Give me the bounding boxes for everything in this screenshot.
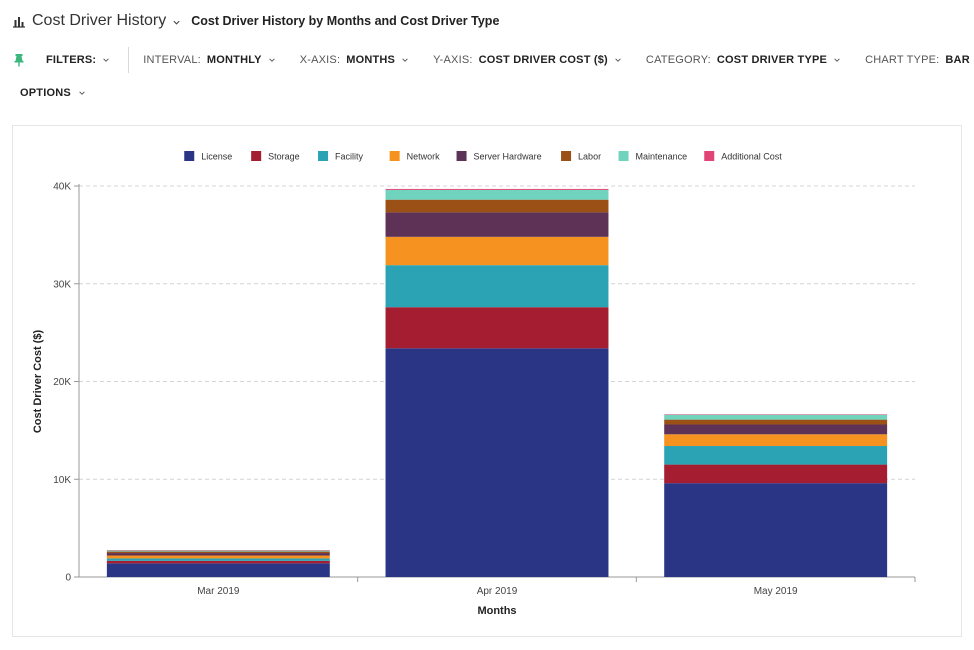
pin-icon[interactable] <box>12 53 26 67</box>
bar-facility-apr-2019[interactable]: Facility — Apr 2019: 4300 <box>385 265 609 308</box>
legend-swatch-license[interactable] <box>184 151 195 161</box>
bar-additional-cost-apr-2019[interactable]: Additional Cost — Apr 2019: 100 <box>385 188 609 190</box>
legend-label-maintenance[interactable]: Maintenance <box>636 152 688 162</box>
bar-license-apr-2019[interactable]: License — Apr 2019: 23400 <box>385 348 609 577</box>
x-tick-label: Mar 2019 <box>197 586 240 597</box>
bar-maintenance-mar-2019[interactable]: Maintenance — Mar 2019: 100 <box>106 550 330 552</box>
chart-type-dropdown[interactable]: CHART TYPE: BAR <box>865 54 974 66</box>
x-tick-label: Apr 2019 <box>477 586 518 597</box>
category-dropdown[interactable]: CATEGORY: COST DRIVER TYPE <box>646 54 841 66</box>
bar-license-may-2019[interactable]: License — May 2019: 9600 <box>664 483 888 577</box>
bar-license-mar-2019[interactable]: License — Mar 2019: 1400 <box>106 563 330 577</box>
y-tick-label: 30K <box>53 279 71 290</box>
category-value: COST DRIVER TYPE <box>716 54 828 66</box>
chevron-down-icon <box>103 58 110 62</box>
chart-panel: 010K20K30K40KLicense — Mar 2019: 1400Sto… <box>12 125 962 637</box>
y-axis-title: Cost Driver Cost ($) <box>32 330 44 434</box>
options-dropdown[interactable]: OPTIONS <box>20 85 86 101</box>
legend-swatch-server-hardware[interactable] <box>456 151 467 161</box>
legend-label-storage[interactable]: Storage <box>268 152 300 162</box>
x-tick-label: May 2019 <box>754 586 798 597</box>
filters-label: FILTERS: <box>46 54 97 66</box>
chevron-down-icon <box>79 91 85 95</box>
chevron-down-icon[interactable] <box>172 18 181 27</box>
y-tick-label: 40K <box>53 182 71 193</box>
y-axis-value: COST DRIVER COST ($) <box>478 54 608 66</box>
bar-network-apr-2019[interactable]: Network — Apr 2019: 2900 <box>385 236 609 266</box>
legend-label-facility[interactable]: Facility <box>335 152 364 162</box>
options-label: OPTIONS <box>20 87 71 99</box>
bar-storage-may-2019[interactable]: Storage — May 2019: 1900 <box>664 464 888 484</box>
legend-swatch-storage[interactable] <box>251 151 262 161</box>
chevron-down-icon <box>268 58 275 62</box>
interval-dropdown[interactable]: INTERVAL: MONTHLY <box>143 54 275 66</box>
category-label: CATEGORY: <box>645 54 711 66</box>
chevron-down-icon <box>615 58 621 62</box>
y-axis-dropdown[interactable]: Y-AXIS: COST DRIVER COST ($) <box>433 54 622 66</box>
bar-facility-may-2019[interactable]: Facility — May 2019: 1900 <box>664 446 888 465</box>
bar-maintenance-may-2019[interactable]: Maintenance — May 2019: 500 <box>664 414 888 420</box>
legend-label-license[interactable]: License <box>201 152 232 162</box>
x-axis-dropdown[interactable]: X-AXIS: MONTHS <box>300 54 409 66</box>
bar-network-may-2019[interactable]: Network — May 2019: 1200 <box>664 434 888 447</box>
bar-storage-apr-2019[interactable]: Storage — Apr 2019: 4200 <box>385 307 609 349</box>
chevron-down-icon <box>402 58 408 62</box>
chart-type-label: CHART TYPE: <box>865 54 940 66</box>
bar-maintenance-apr-2019[interactable]: Maintenance — Apr 2019: 1000 <box>385 189 609 200</box>
bar-chart-icon <box>13 17 25 28</box>
legend-label-server-hardware[interactable]: Server Hardware <box>474 152 542 162</box>
legend-swatch-additional-cost[interactable] <box>704 151 715 161</box>
chevron-down-icon <box>834 58 840 62</box>
page-header: Cost Driver History Cost Driver History … <box>12 9 499 33</box>
legend-label-network[interactable]: Network <box>407 152 441 162</box>
interval-value: MONTHLY <box>206 54 262 66</box>
x-axis-title: Months <box>477 605 516 617</box>
legend-label-additional-cost[interactable]: Additional Cost <box>721 152 782 162</box>
bar-network-mar-2019[interactable]: Network — Mar 2019: 300 <box>106 555 330 559</box>
legend-swatch-network[interactable] <box>389 151 400 161</box>
toolbar-divider <box>128 47 130 73</box>
filters-dropdown[interactable]: FILTERS: <box>38 54 110 66</box>
x-axis-label: X-AXIS: <box>299 54 341 66</box>
y-tick-label: 20K <box>53 377 71 388</box>
bar-labor-mar-2019[interactable]: Labor — Mar 2019: 150 <box>106 551 330 554</box>
legend-swatch-facility[interactable] <box>318 151 329 161</box>
legend-swatch-maintenance[interactable] <box>618 151 629 161</box>
chart-subtitle: Cost Driver History by Months and Cost D… <box>191 14 500 28</box>
bar-storage-mar-2019[interactable]: Storage — Mar 2019: 250 <box>106 560 330 564</box>
y-tick-label: 0 <box>65 573 71 584</box>
bar-labor-may-2019[interactable]: Labor — May 2019: 500 <box>664 419 888 425</box>
bar-labor-apr-2019[interactable]: Labor — Apr 2019: 1300 <box>385 199 609 213</box>
stacked-bar-chart: 010K20K30K40KLicense — Mar 2019: 1400Sto… <box>32 151 916 617</box>
bar-server-hardware-mar-2019[interactable]: Server Hardware — Mar 2019: 250 <box>106 553 330 556</box>
legend-swatch-labor[interactable] <box>561 151 572 161</box>
interval-label: INTERVAL: <box>143 54 201 66</box>
chart-type-value: BAR <box>945 54 970 66</box>
y-tick-label: 10K <box>53 475 71 486</box>
x-axis-value: MONTHS <box>346 54 396 66</box>
y-axis-label: Y-AXIS: <box>433 54 473 66</box>
bar-server-hardware-may-2019[interactable]: Server Hardware — May 2019: 1000 <box>664 424 888 435</box>
bar-facility-mar-2019[interactable]: Facility — Mar 2019: 250 <box>106 558 330 561</box>
legend-label-labor[interactable]: Labor <box>578 152 601 162</box>
bar-server-hardware-apr-2019[interactable]: Server Hardware — Apr 2019: 2500 <box>385 212 609 237</box>
chart-toolbar: FILTERS: INTERVAL: MONTHLY X-AXIS: MONTH… <box>12 47 974 73</box>
page-title: Cost Driver History <box>32 12 167 29</box>
